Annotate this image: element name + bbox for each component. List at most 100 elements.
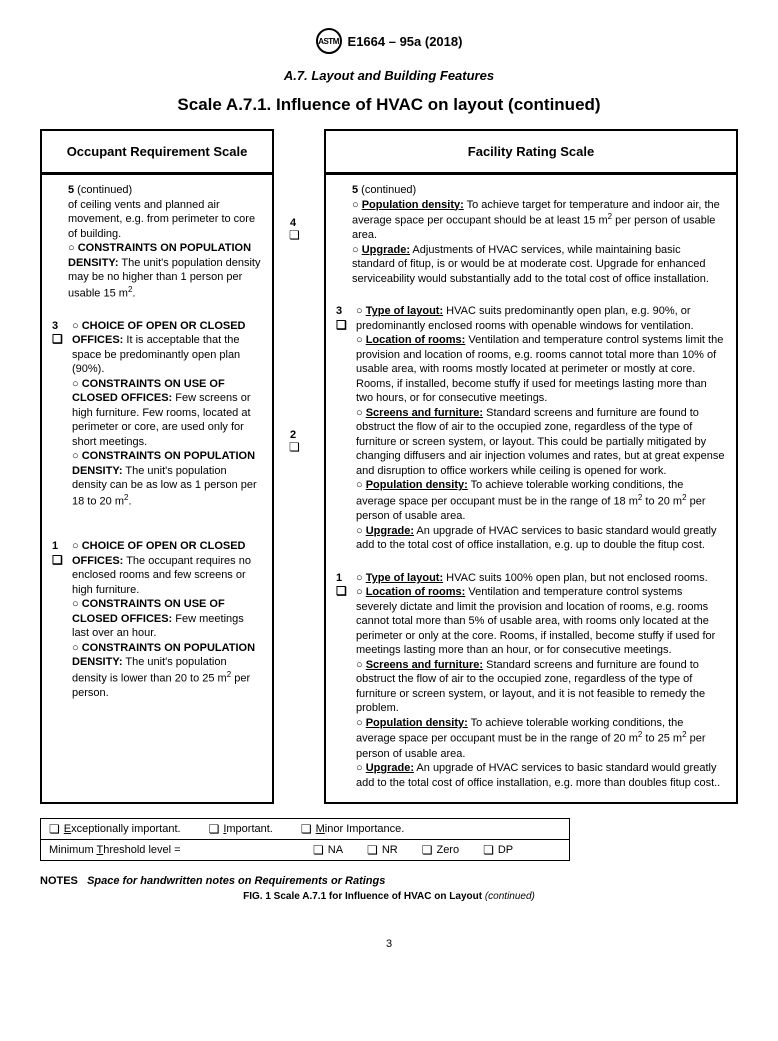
- right5-up-head: Upgrade:: [362, 244, 410, 256]
- right1-tl-b: HVAC suits 100% open plan, but not enclo…: [443, 572, 708, 584]
- legend-box: ❏Exceptionally important. ❏Important. ❏M…: [40, 818, 570, 861]
- rail-spacer: [288, 129, 310, 181]
- right3-sf-h: Screens and furniture:: [366, 407, 483, 419]
- right1-pd: ○ Population density: To achieve tolerab…: [356, 716, 726, 761]
- right3-up-h: Upgrade:: [366, 525, 414, 537]
- legend-exceptionally[interactable]: ❏ Exceptionally important.: [49, 823, 181, 835]
- checkbox-icon[interactable]: ❏: [336, 585, 352, 597]
- fig-main: FIG. 1 Scale A.7.1 for Influence of HVAC…: [243, 891, 485, 902]
- designation: E1664 – 95a (2018): [348, 34, 463, 49]
- checkbox-icon: ❏: [49, 823, 60, 835]
- left3-l3: ○ CONSTRAINTS ON POPULATION DENSITY: The…: [72, 449, 262, 509]
- left1-content: ○ CHOICE OF OPEN OR CLOSED OFFICES: The …: [72, 539, 262, 700]
- legend-i-r: mportant.: [226, 823, 272, 835]
- right3-tl: ○ Type of layout: HVAC suits predominant…: [356, 304, 726, 333]
- right1-up: ○ Upgrade: An upgrade of HVAC services t…: [356, 761, 726, 790]
- checkbox-icon: ❏: [209, 823, 220, 835]
- left3-l2: ○ CONSTRAINTS ON USE OF CLOSED OFFICES: …: [72, 377, 262, 450]
- right1-up-h: Upgrade:: [366, 762, 414, 774]
- legend-dp[interactable]: ❏ DP: [483, 844, 513, 856]
- right3-content: ○ Type of layout: HVAC suits predominant…: [356, 304, 726, 552]
- right3-pd: ○ Population density: To achieve tolerab…: [356, 478, 726, 523]
- fig-cont: (continued): [485, 891, 535, 902]
- right1-content: ○ Type of layout: HVAC suits 100% open p…: [356, 571, 726, 790]
- dp: DP: [498, 844, 513, 856]
- th-a: Minimum: [49, 844, 96, 856]
- left3-content: ○ CHOICE OF OPEN OR CLOSED OFFICES: It i…: [72, 319, 262, 509]
- right5-lead: 5 (continued): [352, 183, 726, 198]
- left1-l2: ○ CONSTRAINTS ON USE OF CLOSED OFFICES: …: [72, 597, 262, 641]
- right1-sf: ○ Screens and furniture: Standard screen…: [356, 658, 726, 716]
- rail-pad2: [288, 241, 310, 429]
- left5-c1-tail: .: [132, 287, 135, 299]
- notes-label: NOTES: [40, 875, 78, 887]
- astm-logo-icon: ASTM: [316, 28, 342, 54]
- left-block-3: 3 ❏ ○ CHOICE OF OPEN OR CLOSED OFFICES: …: [52, 319, 262, 509]
- page-number: 3: [40, 938, 738, 950]
- right3-pd-m: to 20 m: [642, 496, 682, 508]
- left3-num: 3: [52, 319, 68, 334]
- legend-na[interactable]: ❏NA: [313, 844, 343, 856]
- right5-suffix: (continued): [358, 184, 416, 196]
- checkbox-icon[interactable]: ❏: [288, 441, 310, 453]
- facility-scale-title: Facility Rating Scale: [326, 131, 736, 175]
- rail-pad: [288, 181, 310, 217]
- left3-numcol: 3 ❏: [52, 319, 68, 509]
- left1-numcol: 1 ❏: [52, 539, 68, 700]
- legend-zero[interactable]: ❏Zero: [422, 844, 459, 856]
- occupant-scale-title: Occupant Requirement Scale: [42, 131, 272, 175]
- legend-minor[interactable]: ❏ Minor Importance.: [301, 823, 404, 835]
- left1-l3: ○ CONSTRAINTS ON POPULATION DENSITY: The…: [72, 641, 262, 701]
- legend-nr[interactable]: ❏NR: [367, 844, 398, 856]
- checkbox-icon[interactable]: ❏: [52, 333, 68, 345]
- checkbox-icon: ❏: [422, 844, 433, 856]
- left1-l1: ○ CHOICE OF OPEN OR CLOSED OFFICES: The …: [72, 539, 262, 597]
- checkbox-icon: ❏: [483, 844, 494, 856]
- legend-e: Exceptionally important.: [64, 823, 181, 835]
- right-block-1: 1 ❏ ○ Type of layout: HVAC suits 100% op…: [336, 571, 726, 790]
- right5-up: ○ Upgrade: Adjustments of HVAC services,…: [352, 243, 726, 287]
- right1-pd-h: Population density:: [366, 717, 468, 729]
- notes-line: NOTES Space for handwritten notes on Req…: [40, 875, 738, 887]
- legend-e-u: E: [64, 823, 71, 835]
- left3-p3b: .: [128, 496, 131, 508]
- legend-threshold-label: Minimum Threshold level =: [49, 844, 289, 856]
- left1-num: 1: [52, 539, 68, 554]
- left5-lead: 5 (continued): [68, 183, 262, 198]
- facility-scale-body: 5 (continued) ○ Population density: To a…: [326, 175, 736, 802]
- right1-tl-h: Type of layout:: [366, 572, 443, 584]
- occupant-scale-box: Occupant Requirement Scale 5 (continued)…: [40, 129, 274, 804]
- legend-m-r: inor Importance.: [325, 823, 404, 835]
- right5-pd: ○ Population density: To achieve target …: [352, 198, 726, 243]
- legend-row-importance: ❏Exceptionally important. ❏Important. ❏M…: [41, 819, 569, 840]
- right3-tl-h: Type of layout:: [366, 305, 443, 317]
- left5-p1: of ceiling vents and planned air movemen…: [68, 198, 262, 242]
- checkbox-icon[interactable]: ❏: [336, 319, 352, 331]
- right3-lr-h: Location of rooms:: [366, 334, 466, 346]
- right-block-5: 5 (continued) ○ Population density: To a…: [336, 183, 726, 286]
- figure-caption: FIG. 1 Scale A.7.1 for Influence of HVAC…: [40, 891, 738, 902]
- left-block-5: 5 (continued) of ceiling vents and plann…: [52, 183, 262, 301]
- checkbox-icon[interactable]: ❏: [288, 229, 310, 241]
- left5-c1: ○ CONSTRAINTS ON POPULATION DENSITY: The…: [68, 241, 262, 301]
- scales-row: Occupant Requirement Scale 5 (continued)…: [40, 129, 738, 804]
- legend-m-u: M: [316, 823, 325, 835]
- left3-l1: ○ CHOICE OF OPEN OR CLOSED OFFICES: It i…: [72, 319, 262, 377]
- legend-e-r: xceptionally important.: [71, 823, 180, 835]
- checkbox-icon[interactable]: ❏: [52, 554, 68, 566]
- right3-up: ○ Upgrade: An upgrade of HVAC services t…: [356, 524, 726, 553]
- legend-important[interactable]: ❏Important.: [209, 823, 273, 835]
- right1-lr-h: Location of rooms:: [366, 586, 466, 598]
- legend-i: Important.: [223, 823, 273, 835]
- right1-tl: ○ Type of layout: HVAC suits 100% open p…: [356, 571, 726, 586]
- right3-pd-h: Population density:: [366, 479, 468, 491]
- right1-lr: ○ Location of rooms: Ventilation and tem…: [356, 585, 726, 658]
- right1-numcol: 1 ❏: [336, 571, 352, 790]
- occupant-scale-body: 5 (continued) of ceiling vents and plann…: [42, 175, 272, 714]
- right3-lr: ○ Location of rooms: Ventilation and tem…: [356, 333, 726, 406]
- checkbox-icon: ❏: [301, 823, 312, 835]
- left5-suffix: (continued): [74, 184, 132, 196]
- checkbox-icon: ❏: [313, 844, 324, 856]
- scale-title: Scale A.7.1. Influence of HVAC on layout…: [40, 95, 738, 115]
- section-heading: A.7. Layout and Building Features: [40, 68, 738, 83]
